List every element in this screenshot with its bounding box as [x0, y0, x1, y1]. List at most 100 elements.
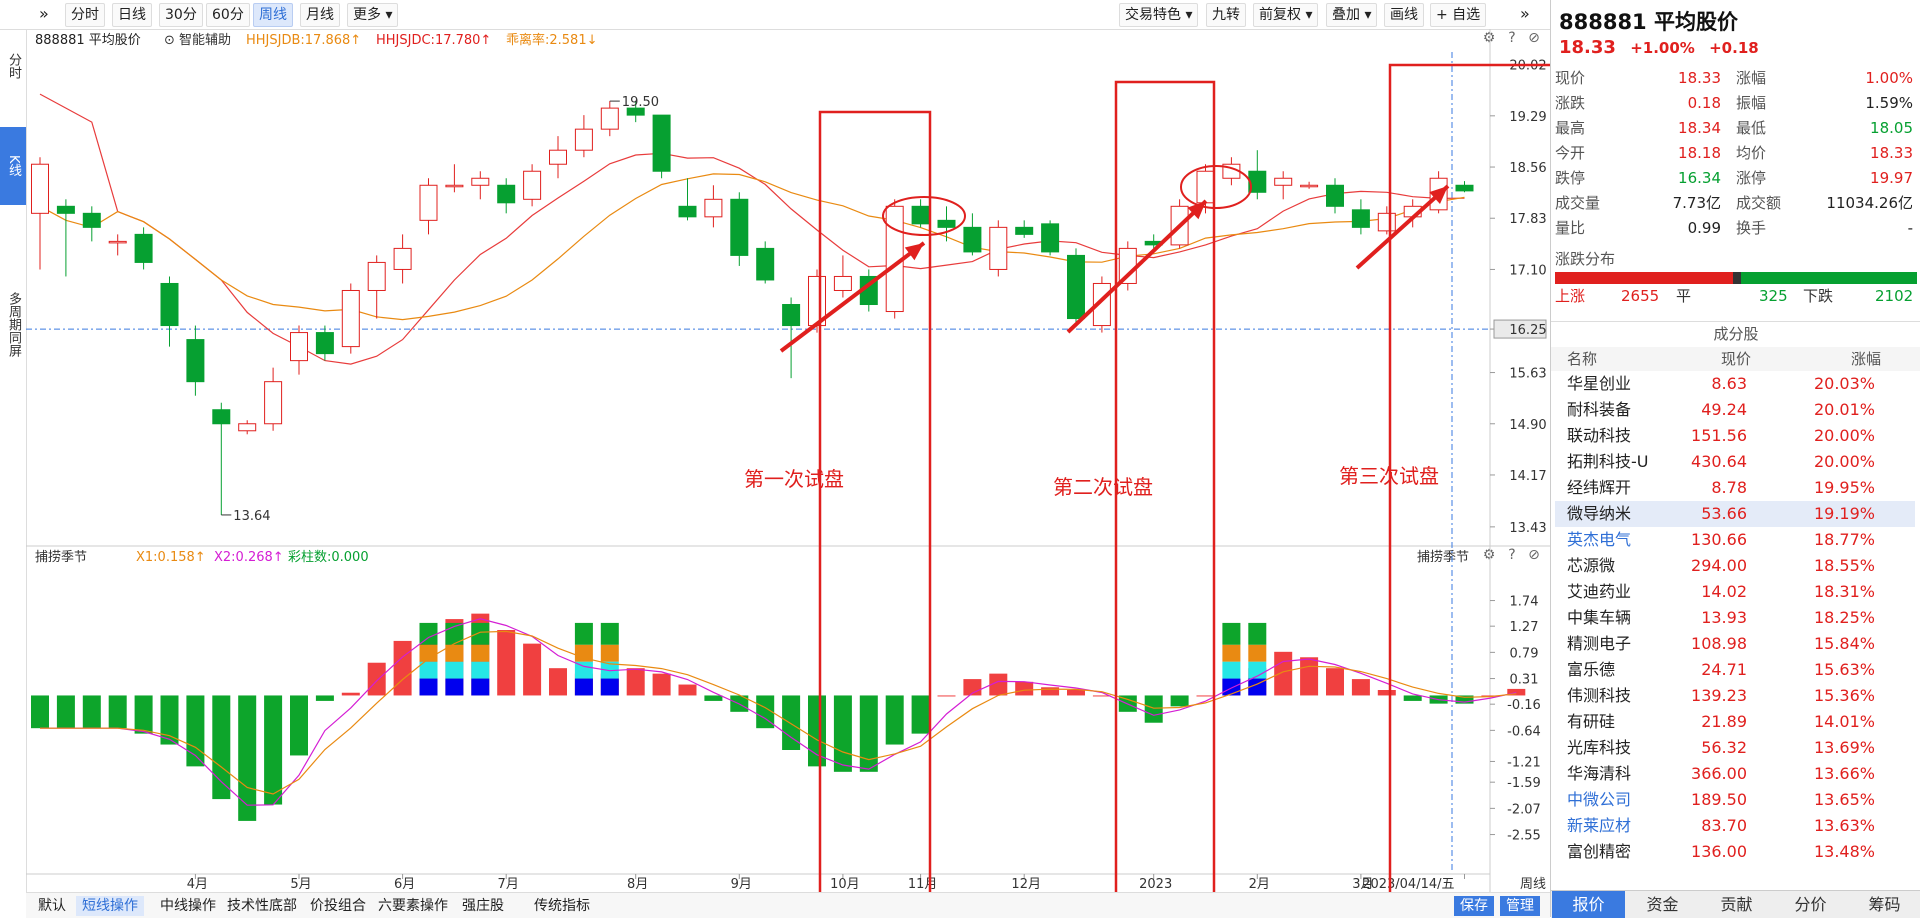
collapse-icon[interactable]: »	[1520, 4, 1530, 23]
quote-value: 0.99	[1687, 219, 1721, 237]
tab-strong-dealer[interactable]: 强庄股	[462, 898, 504, 914]
component-row[interactable]: 有研硅 21.89 14.01%	[1555, 709, 1915, 735]
component-row[interactable]: 华星创业 8.63 20.03%	[1555, 371, 1915, 397]
col-price[interactable]: 现价	[1721, 350, 1752, 368]
col-change[interactable]: 涨幅	[1851, 350, 1882, 368]
indicator-help-icon[interactable]: ?	[1508, 547, 1516, 563]
component-row[interactable]: 新莱应材 83.70 13.63%	[1555, 813, 1915, 839]
indicator-bar	[523, 643, 542, 696]
x-tick-label: 6月	[394, 877, 415, 892]
component-row[interactable]: 华海清科 366.00 13.66%	[1555, 761, 1915, 787]
smart-assist-toggle[interactable]: ⊙ 智能辅助	[164, 33, 232, 48]
close-icon[interactable]: ⊘	[1528, 30, 1540, 46]
quote-title: 888881 平均股价	[1559, 10, 1738, 34]
candle-body	[212, 409, 231, 425]
indicator-bar	[1481, 695, 1500, 697]
x-tick-label: 2023/04/14/五	[1362, 877, 1454, 892]
indicator-bar	[1041, 687, 1060, 696]
tab-quote[interactable]: 报价	[1552, 891, 1625, 918]
tab-contribution[interactable]: 贡献	[1720, 895, 1753, 914]
tab-funds[interactable]: 资金	[1646, 895, 1679, 914]
more-button[interactable]: 更多 ▾	[347, 3, 399, 27]
tab-six-factor[interactable]: 六要素操作	[378, 898, 448, 914]
candle-body	[31, 163, 49, 214]
add-watchlist-button[interactable]: + 自选	[1430, 3, 1487, 27]
quote-value: 7.73亿	[1672, 194, 1721, 212]
component-row[interactable]: 富创精密 136.00 13.48%	[1555, 839, 1915, 865]
indicator-bar	[911, 695, 930, 734]
period-button-month[interactable]: 月线	[300, 3, 340, 27]
indicator-close-icon[interactable]: ⊘	[1528, 547, 1540, 563]
overlay-button[interactable]: 叠加 ▾	[1326, 3, 1378, 27]
component-row[interactable]: 光库科技 56.32 13.69%	[1555, 735, 1915, 761]
period-button-60min[interactable]: 60分	[206, 3, 250, 27]
period-button-fenshi[interactable]: 分时	[65, 3, 105, 27]
period-button-week[interactable]: 周线	[253, 3, 293, 27]
component-row[interactable]: 精测电子 108.98 15.84%	[1555, 631, 1915, 657]
nine-turn-button[interactable]: 九转	[1206, 3, 1246, 27]
distribution-down-segment	[1740, 272, 1917, 284]
annotation-box	[818, 110, 932, 917]
help-icon[interactable]: ?	[1508, 30, 1516, 46]
indicator-color-segment	[445, 644, 464, 662]
component-price: 13.93	[1701, 608, 1747, 627]
rail-tab-kline[interactable]: K线	[0, 127, 26, 205]
period-button-30min[interactable]: 30分	[159, 3, 203, 27]
component-row[interactable]: 富乐德 24.71 15.63%	[1555, 657, 1915, 683]
tab-value-combo[interactable]: 价投组合	[310, 898, 366, 914]
component-row[interactable]: 联动科技 151.56 20.00%	[1555, 423, 1915, 449]
component-row[interactable]: 中集车辆 13.93 18.25%	[1555, 605, 1915, 631]
period-label: 周线	[1520, 877, 1546, 892]
candle-body	[652, 114, 671, 172]
rail-tab-fenshi[interactable]: 分时	[6, 53, 21, 79]
tab-classic-indicator[interactable]: 传统指标	[534, 898, 590, 914]
tab-default[interactable]: 默认	[38, 898, 66, 914]
tab-short-term[interactable]: 短线操作	[76, 896, 144, 916]
component-change: 18.55%	[1813, 556, 1875, 575]
quote-chg: +0.18	[1709, 39, 1759, 57]
x2-value: X2:0.268↑	[214, 550, 284, 565]
component-row[interactable]: 艾迪药业 14.02 18.31%	[1555, 579, 1915, 605]
component-row[interactable]: 耐科装备 49.24 20.01%	[1555, 397, 1915, 423]
component-row[interactable]: 微导纳米 53.66 19.19%	[1555, 501, 1915, 527]
component-row[interactable]: 芯源微 294.00 18.55%	[1555, 553, 1915, 579]
col-name[interactable]: 名称	[1567, 350, 1598, 368]
gear-icon[interactable]: ⚙	[1482, 30, 1496, 46]
component-row[interactable]: 中微公司 189.50 13.65%	[1555, 787, 1915, 813]
quote-row: 最高 18.34 最低 18.05	[1551, 116, 1920, 141]
rail-tab-multi-period[interactable]: 多周期同屏	[6, 291, 21, 357]
component-row[interactable]: 伟测科技 139.23 15.36%	[1555, 683, 1915, 709]
annotation-arrow-head	[904, 243, 924, 261]
component-row[interactable]: 英杰电气 130.66 18.77%	[1555, 527, 1915, 553]
component-change: 13.69%	[1813, 738, 1875, 757]
candle-body	[264, 381, 283, 425]
save-button[interactable]: 保存	[1454, 896, 1494, 916]
tab-mid-term[interactable]: 中线操作	[160, 898, 216, 914]
indicator-gear-icon[interactable]: ⚙	[1482, 547, 1496, 563]
trade-feature-button[interactable]: 交易特色 ▾	[1119, 3, 1199, 27]
indicator-color-segment	[1248, 661, 1267, 679]
indicator-bar	[108, 695, 127, 729]
indicator-bar	[1170, 695, 1189, 707]
x-tick-label: 2023	[1139, 877, 1172, 892]
expand-icon[interactable]: »	[39, 4, 49, 23]
draw-line-button[interactable]: 画线	[1384, 3, 1424, 27]
manage-button[interactable]: 管理	[1500, 896, 1540, 916]
tab-chips[interactable]: 筹码	[1868, 895, 1901, 914]
price-tick-label: 18.56	[1509, 161, 1546, 176]
component-name: 联动科技	[1567, 426, 1632, 445]
quote-label: 量比	[1555, 219, 1586, 237]
indicator-color-segment	[600, 661, 619, 679]
component-row[interactable]: 拓荆科技-U 430.64 20.00%	[1555, 449, 1915, 475]
period-button-day[interactable]: 日线	[112, 3, 152, 27]
tab-tech-bottom[interactable]: 技术性底部	[227, 898, 297, 914]
component-row[interactable]: 经纬辉开 8.78 19.95%	[1555, 475, 1915, 501]
component-change: 18.31%	[1813, 582, 1875, 601]
x-tick-label: 4月	[187, 877, 208, 892]
component-change: 20.01%	[1813, 400, 1875, 419]
quote-row: 量比 0.99 换手 -	[1551, 216, 1920, 241]
tab-price-dist[interactable]: 分价	[1794, 895, 1827, 914]
candle-body	[626, 107, 645, 116]
hhjsjdc-value: HHJSJDC:17.780↑	[376, 33, 492, 48]
adjust-button[interactable]: 前复权 ▾	[1253, 3, 1319, 27]
